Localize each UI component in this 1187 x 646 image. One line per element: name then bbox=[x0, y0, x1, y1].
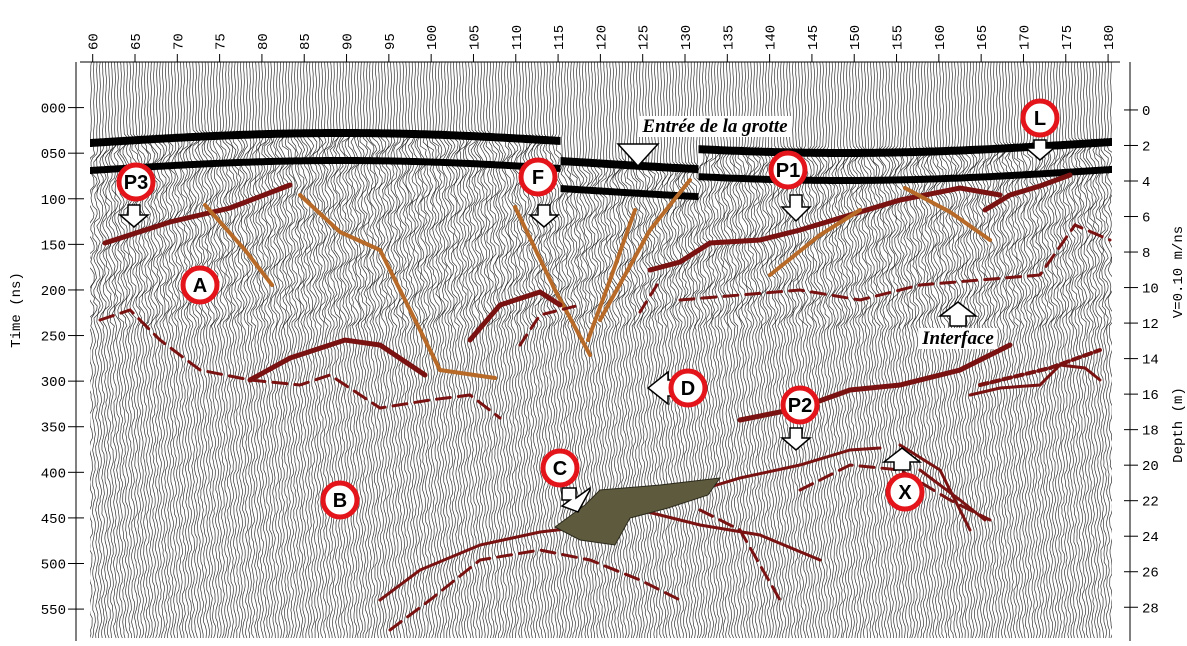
x-tick-label: 165 bbox=[975, 25, 991, 50]
x-tick-label: 80 bbox=[256, 33, 272, 50]
y-tick-label: 250 bbox=[41, 330, 66, 346]
x-tick-label: 105 bbox=[467, 25, 483, 50]
x-tick-label: 85 bbox=[298, 33, 314, 50]
x-tick-label: 150 bbox=[848, 25, 864, 50]
y2-tick-label: 22 bbox=[1142, 495, 1159, 511]
x-tick-label: 125 bbox=[637, 25, 653, 50]
y2-tick-label: 12 bbox=[1142, 317, 1159, 333]
trace bbox=[891, 62, 899, 638]
x-tick-label: 90 bbox=[341, 33, 357, 50]
trace bbox=[109, 62, 116, 638]
x-tick-label: 100 bbox=[425, 25, 441, 50]
y2-axis-title: Depth (m) bbox=[1171, 387, 1187, 463]
x-tick-label: 70 bbox=[171, 33, 187, 50]
trace bbox=[94, 62, 101, 638]
x-tick-label: 135 bbox=[721, 25, 737, 50]
marker-label: P1 bbox=[776, 160, 800, 182]
y-tick-label: 000 bbox=[41, 102, 66, 118]
trace bbox=[474, 62, 482, 638]
x-tick-label: 155 bbox=[891, 25, 907, 50]
x-tick-label: 115 bbox=[552, 25, 568, 50]
trace bbox=[88, 62, 95, 638]
x-tick-label: 175 bbox=[1060, 25, 1076, 50]
marker-label: F bbox=[532, 167, 544, 189]
y2-tick-label: 18 bbox=[1142, 424, 1159, 440]
marker-label: B bbox=[333, 490, 347, 512]
trace bbox=[279, 62, 286, 638]
trace bbox=[438, 62, 446, 638]
y2-tick-label: 10 bbox=[1142, 282, 1159, 298]
y2-tick-label: 28 bbox=[1142, 601, 1159, 617]
y-tick-label: 100 bbox=[41, 193, 66, 209]
y2-tick-label: 8 bbox=[1142, 246, 1150, 262]
y-tick-label: 400 bbox=[41, 466, 66, 482]
trace bbox=[810, 62, 817, 638]
trace bbox=[508, 62, 515, 638]
trace bbox=[480, 62, 487, 638]
trace bbox=[813, 62, 821, 638]
y-tick-label: 500 bbox=[41, 557, 66, 573]
trace bbox=[142, 62, 149, 638]
x-tick-label: 95 bbox=[383, 33, 399, 50]
label: Entrée de la grotte bbox=[641, 116, 788, 137]
y-tick-label: 450 bbox=[41, 512, 66, 528]
trace bbox=[411, 62, 419, 638]
trace bbox=[489, 62, 497, 638]
y2-tick-label: 24 bbox=[1142, 530, 1159, 546]
marker-label: P2 bbox=[788, 395, 812, 417]
trace bbox=[832, 62, 839, 638]
y-tick-label: 200 bbox=[41, 284, 66, 300]
marker-label: L bbox=[1034, 108, 1046, 130]
x-tick-label: 65 bbox=[129, 33, 145, 50]
velocity-note: V=0.10 m/ns bbox=[1171, 226, 1187, 318]
trace bbox=[91, 62, 98, 638]
x-tick-label: 110 bbox=[510, 25, 526, 50]
x-tick-label: 60 bbox=[87, 33, 103, 50]
y2-tick-label: 0 bbox=[1142, 104, 1150, 120]
marker-label: P3 bbox=[124, 172, 148, 194]
y2-tick-label: 26 bbox=[1142, 566, 1159, 582]
y-tick-label: 550 bbox=[41, 603, 66, 619]
y2-tick-label: 4 bbox=[1142, 175, 1150, 191]
trace bbox=[492, 62, 500, 638]
y2-tick-label: 20 bbox=[1142, 459, 1159, 475]
y2-tick-label: 14 bbox=[1142, 353, 1159, 369]
trace bbox=[417, 62, 424, 638]
y-axis-title: Time (ns) bbox=[9, 272, 25, 348]
y-tick-label: 050 bbox=[41, 147, 66, 163]
x-tick-label: 75 bbox=[214, 33, 230, 50]
x-tick-label: 160 bbox=[933, 25, 949, 50]
y-tick-label: 150 bbox=[41, 238, 66, 254]
y2-tick-label: 6 bbox=[1142, 211, 1150, 227]
marker-label: X bbox=[898, 482, 912, 504]
y-tick-label: 300 bbox=[41, 375, 66, 391]
y2-tick-label: 16 bbox=[1142, 388, 1159, 404]
trace bbox=[558, 62, 565, 638]
trace bbox=[195, 62, 203, 638]
trace bbox=[420, 62, 427, 638]
x-tick-label: 130 bbox=[679, 25, 695, 50]
marker-label: A bbox=[193, 275, 207, 297]
label: Interface bbox=[921, 328, 994, 349]
trace bbox=[483, 62, 490, 638]
x-tick-label: 170 bbox=[1017, 25, 1033, 50]
trace bbox=[1107, 62, 1114, 638]
trace bbox=[571, 62, 578, 638]
x-tick-label: 145 bbox=[806, 25, 822, 50]
radargram-traces bbox=[88, 62, 1114, 638]
y-tick-label: 350 bbox=[41, 421, 66, 437]
marker-label: D bbox=[681, 378, 695, 400]
x-tick-label: 180 bbox=[1102, 25, 1118, 50]
marker-label: C bbox=[553, 458, 567, 480]
x-tick-label: 140 bbox=[764, 25, 780, 50]
x-tick-label: 120 bbox=[594, 25, 610, 50]
y2-tick-label: 2 bbox=[1142, 139, 1150, 155]
chart: 6065707580859095100105110115120125130135… bbox=[0, 0, 1187, 641]
